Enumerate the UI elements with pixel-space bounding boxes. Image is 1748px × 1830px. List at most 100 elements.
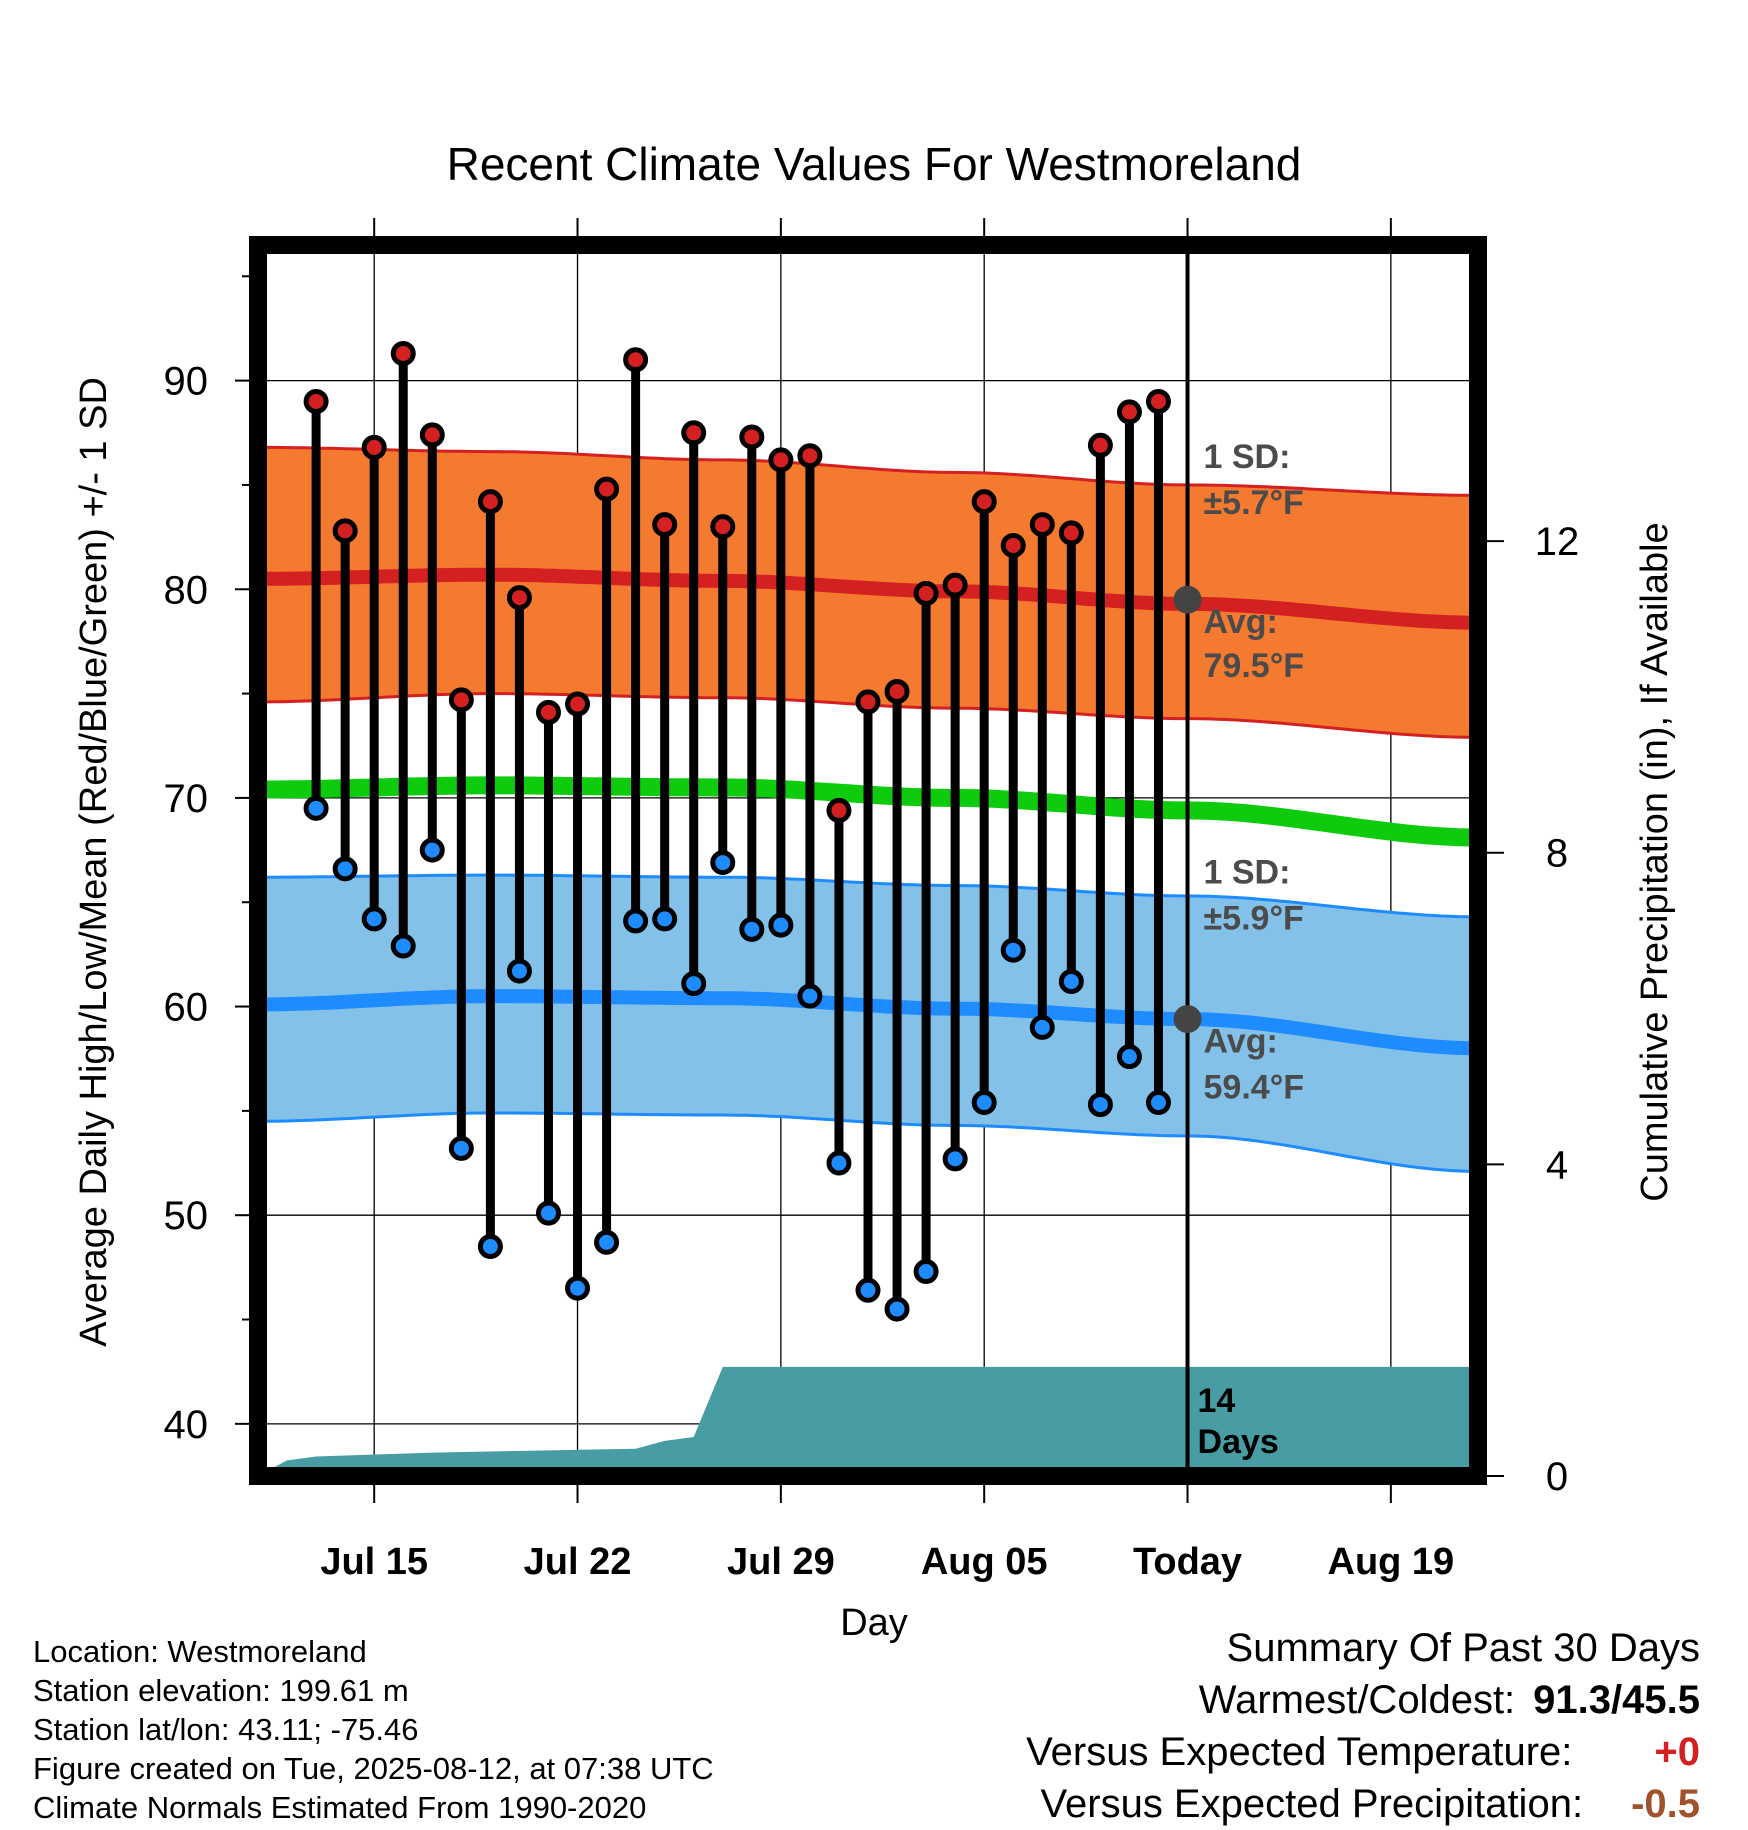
y-tick-label: 70: [164, 777, 209, 821]
x-tick-label: Jul 29: [727, 1541, 835, 1583]
high-sd-value: ±5.7°F: [1204, 484, 1304, 522]
days-label: Days: [1198, 1423, 1279, 1461]
y2-tick-label: 8: [1546, 832, 1568, 876]
x-tick-label: Jul 15: [320, 1541, 428, 1583]
daily-low-dot: [623, 908, 649, 934]
days-count: 14: [1198, 1382, 1236, 1420]
precipitation-fill: [258, 1366, 1478, 1476]
daily-high-dot: [652, 512, 678, 538]
daily-high-dot: [419, 422, 445, 448]
daily-low-dot: [826, 1150, 852, 1176]
low-sd-label: 1 SD:: [1204, 853, 1291, 891]
daily-low-dot: [768, 912, 794, 938]
annotations: 1 SD: ±5.7°F Avg: 79.5°F 1 SD: ±5.9°F Avg: 59.4…: [1173, 245, 1305, 1476]
daily-high-dot: [1087, 432, 1113, 458]
daily-high-dot: [303, 388, 329, 414]
daily-high-dot: [535, 699, 561, 725]
daily-high-dot: [739, 424, 765, 450]
daily-high-dot: [390, 340, 416, 366]
y-tick-label: 40: [164, 1403, 209, 1447]
summary-temp-row: Versus Expected Temperature: +0: [1026, 1726, 1700, 1778]
daily-high-dot: [477, 489, 503, 515]
x-tick-label: Aug 19: [1328, 1541, 1455, 1583]
daily-low-dot: [855, 1277, 881, 1303]
axes: 40 50 60 70 80 90 0 4 8 12 Jul 15 Jul 22 Jul 29 Aug 0…: [164, 218, 1580, 1583]
daily-low-dot: [739, 916, 765, 942]
daily-high-dot: [1145, 388, 1171, 414]
daily-high-dot: [971, 489, 997, 515]
daily-low-dot: [303, 795, 329, 821]
summary-title: Summary Of Past 30 Days: [1226, 1626, 1700, 1670]
daily-low-dot: [565, 1275, 591, 1301]
daily-high-dot: [1000, 532, 1026, 558]
daily-low-dot: [594, 1229, 620, 1255]
y-axis-label: Average Daily High/Low/Mean (Red/Blue/Gr…: [73, 377, 115, 1347]
station-elevation: Station elevation: 199.61 m: [33, 1673, 409, 1708]
y-tick-label: 60: [164, 986, 209, 1030]
y2-tick-label: 4: [1546, 1143, 1568, 1187]
x-tick-label: Jul 22: [524, 1541, 632, 1583]
high-normal-line: [258, 567, 1478, 630]
daily-high-dot: [884, 678, 910, 704]
y2-axis-label: Cumulative Precipitation (in), If Availa…: [1634, 522, 1676, 1201]
warm-cold-value: 91.3/45.5: [1533, 1678, 1700, 1722]
temp-label: Versus Expected Temperature:: [1026, 1730, 1573, 1774]
daily-high-dot: [506, 585, 532, 611]
daily-low-dot: [913, 1259, 939, 1285]
daily-low-dot: [535, 1200, 561, 1226]
daily-high-dot: [448, 687, 474, 713]
x-tick-label: Aug 05: [921, 1541, 1048, 1583]
y-tick-label: 80: [164, 568, 209, 612]
daily-low-dot: [1145, 1090, 1171, 1116]
daily-low-dot: [506, 958, 532, 984]
daily-high-dot: [797, 443, 823, 469]
low-sd-value: ±5.9°F: [1204, 899, 1304, 937]
x-axis-label: Day: [840, 1602, 908, 1644]
daily-low-dot: [332, 856, 358, 882]
daily-low-dot: [1000, 937, 1026, 963]
daily-low-dot: [652, 906, 678, 932]
daily-low-dot: [971, 1090, 997, 1116]
high-avg-marker: [1173, 585, 1202, 614]
daily-low-dot: [710, 850, 736, 876]
station-info: Location: Westmoreland Station elevation…: [33, 1632, 714, 1827]
daily-low-dot: [1116, 1044, 1142, 1070]
summary-precip-row: Versus Expected Precipitation: -0.5: [1026, 1778, 1700, 1830]
daily-low-dot: [1058, 969, 1084, 995]
high-sd-label: 1 SD:: [1204, 438, 1291, 476]
summary-warm-cold-row: Warmest/Coldest: 91.3/45.5: [1026, 1674, 1700, 1726]
daily-high-dot: [826, 797, 852, 823]
daily-high-dot: [681, 420, 707, 446]
high-sd-upper-line: [258, 445, 1478, 497]
daily-high-dot: [768, 447, 794, 473]
summary-panel: Summary Of Past 30 Days Warmest/Coldest:…: [1026, 1622, 1700, 1830]
daily-high-dot: [710, 514, 736, 540]
daily-low-dot: [797, 983, 823, 1009]
daily-low-dot: [884, 1296, 910, 1322]
precip-value: -0.5: [1631, 1782, 1700, 1826]
daily-high-dot: [332, 518, 358, 544]
climate-normals: Climate Normals Estimated From 1990-2020: [33, 1790, 647, 1825]
y2-tick-label: 0: [1546, 1455, 1568, 1499]
daily-low-dot: [448, 1135, 474, 1161]
daily-high-dot: [942, 572, 968, 598]
temp-value: +0: [1654, 1730, 1700, 1774]
daily-high-dot: [565, 691, 591, 717]
daily-low-dot: [477, 1233, 503, 1259]
daily-high-dot: [361, 434, 387, 460]
y2-tick-label: 12: [1535, 520, 1580, 564]
daily-high-dot: [913, 580, 939, 606]
warm-cold-label: Warmest/Coldest:: [1198, 1678, 1516, 1722]
station-latlon: Station lat/lon: 43.11; -75.46: [33, 1712, 419, 1747]
daily-low-dot: [361, 906, 387, 932]
daily-high-dot: [594, 476, 620, 502]
daily-low-dot: [419, 837, 445, 863]
daily-high-dot: [1029, 512, 1055, 538]
y-tick-label: 90: [164, 360, 209, 404]
daily-low-dot: [1029, 1014, 1055, 1040]
high-avg-value: 79.5°F: [1204, 647, 1305, 685]
precipitation-area: [258, 1366, 1478, 1476]
precip-label: Versus Expected Precipitation:: [1040, 1782, 1584, 1826]
figure-created: Figure created on Tue, 2025-08-12, at 07…: [33, 1751, 714, 1786]
